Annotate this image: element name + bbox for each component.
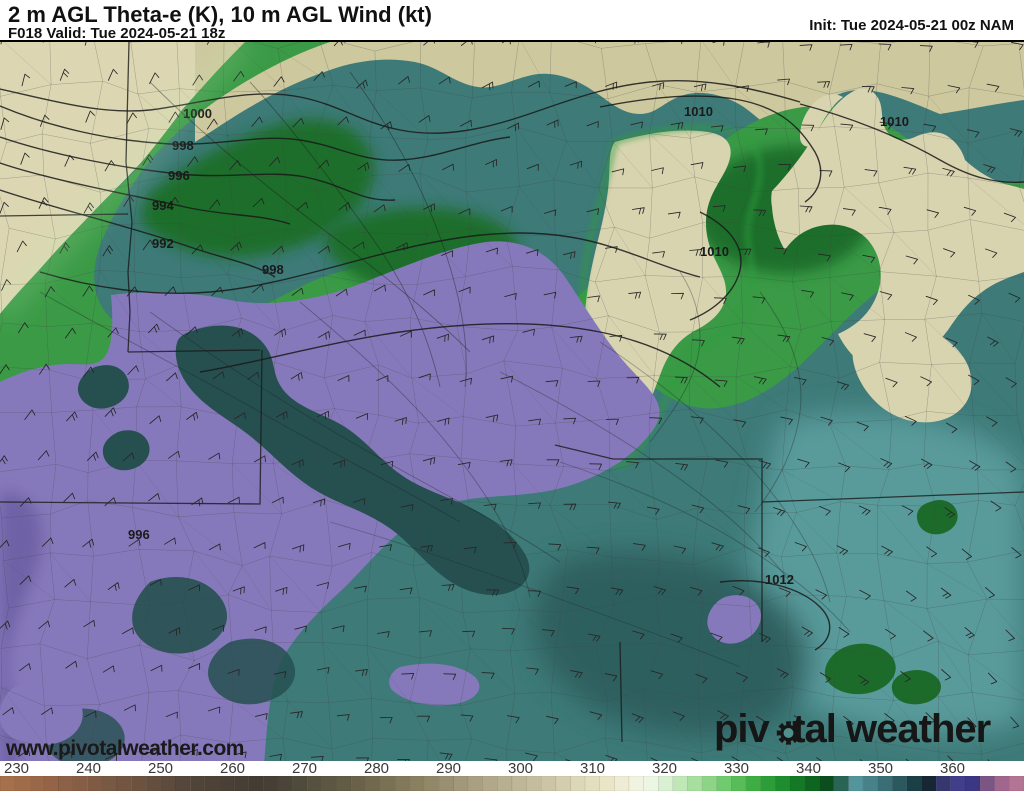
svg-text:270: 270 <box>292 761 317 777</box>
svg-text:340: 340 <box>796 761 821 777</box>
svg-text:994: 994 <box>152 198 174 213</box>
svg-text:992: 992 <box>152 236 174 251</box>
svg-text:1010: 1010 <box>880 114 909 129</box>
svg-text:pivotal weather: pivotal weather <box>714 707 991 751</box>
svg-text:250: 250 <box>148 761 173 777</box>
svg-text:360: 360 <box>940 761 965 777</box>
svg-text:330: 330 <box>724 761 749 777</box>
svg-text:290: 290 <box>436 761 461 777</box>
svg-text:240: 240 <box>76 761 101 777</box>
svg-text:280: 280 <box>364 761 389 777</box>
svg-text:320: 320 <box>652 761 677 777</box>
svg-text:996: 996 <box>128 527 150 542</box>
svg-text:998: 998 <box>262 262 284 277</box>
svg-text:230: 230 <box>4 761 29 777</box>
svg-text:350: 350 <box>868 761 893 777</box>
svg-text:300: 300 <box>508 761 533 777</box>
svg-text:998: 998 <box>172 138 194 153</box>
svg-text:1012: 1012 <box>765 572 794 587</box>
svg-text:1010: 1010 <box>684 104 713 119</box>
svg-text:1010: 1010 <box>700 244 729 259</box>
svg-text:260: 260 <box>220 761 245 777</box>
svg-text:310: 310 <box>580 761 605 777</box>
svg-text:996: 996 <box>168 168 190 183</box>
